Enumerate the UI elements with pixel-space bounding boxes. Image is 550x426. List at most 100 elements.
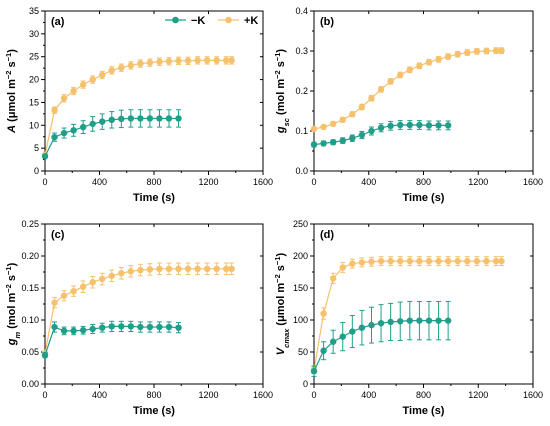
- data-point-minus-k: [175, 324, 182, 331]
- data-point-plus-k: [127, 268, 135, 275]
- y-axis-label: A (μmol m−2 s−1): [4, 49, 19, 134]
- data-point-minus-k: [137, 115, 144, 122]
- x-tick-label: 400: [92, 390, 107, 400]
- data-point-plus-k: [184, 57, 192, 65]
- panel-b: 0 400 800 1200 1600 0.0 0.1 0.2 0.3 0.4 (b) Time (s…: [273, 6, 544, 204]
- series-line-plus-k: [44, 59, 232, 156]
- data-point-plus-k: [492, 47, 500, 54]
- data-point-minus-k: [435, 317, 442, 324]
- data-point-plus-k: [339, 264, 346, 271]
- x-tick-label: 0: [42, 177, 47, 187]
- data-point-plus-k: [406, 66, 414, 74]
- data-point-plus-k: [368, 95, 375, 102]
- x-tick-label: 1200: [198, 177, 218, 187]
- data-point-plus-k: [156, 58, 163, 65]
- data-point-plus-k: [79, 283, 87, 290]
- data-point-minus-k: [99, 118, 106, 125]
- data-point-plus-k: [203, 265, 211, 272]
- data-point-minus-k: [165, 323, 173, 331]
- data-point-plus-k: [89, 279, 96, 286]
- data-point-minus-k: [329, 139, 337, 146]
- y-axis-label: Vcmax (μmol m−2 s−1): [273, 252, 291, 355]
- x-tick-label: 1600: [253, 177, 273, 187]
- data-point-minus-k: [175, 115, 182, 122]
- data-point-plus-k: [165, 58, 173, 65]
- y-tick-label: 0.10: [21, 315, 39, 325]
- x-axis-label: Time (s): [403, 405, 445, 417]
- y-tick-label: 35: [29, 6, 39, 16]
- data-point-minus-k: [320, 140, 327, 147]
- data-point-minus-k: [60, 129, 68, 137]
- data-point-plus-k: [425, 257, 433, 265]
- data-point-minus-k: [339, 333, 346, 340]
- data-point-plus-k: [339, 116, 346, 124]
- data-point-plus-k: [118, 64, 125, 71]
- y-tick-label: 100: [293, 315, 308, 325]
- series-line-plus-k: [44, 268, 232, 354]
- data-point-plus-k: [435, 56, 442, 63]
- x-tick-label: 800: [146, 390, 161, 400]
- y-axis-label: gm (mol m−2 s−1): [4, 262, 22, 346]
- data-point-minus-k: [70, 327, 77, 335]
- x-tick-label: 0: [42, 390, 47, 400]
- data-point-minus-k: [79, 327, 87, 334]
- data-point-plus-k: [358, 259, 366, 266]
- y-tick-label: 0.15: [21, 283, 39, 293]
- data-point-minus-k: [118, 115, 125, 123]
- data-point-minus-k: [425, 122, 433, 129]
- data-point-plus-k: [329, 120, 337, 128]
- data-point-minus-k: [329, 338, 337, 345]
- plot-frame: [313, 10, 534, 172]
- data-point-minus-k: [435, 122, 442, 129]
- plot-frame: [44, 223, 264, 385]
- data-point-minus-k: [358, 324, 366, 331]
- data-point-minus-k: [165, 115, 173, 122]
- data-point-plus-k: [368, 258, 375, 265]
- data-point-minus-k: [406, 317, 414, 324]
- legend-label-minus-k: −K: [191, 15, 205, 27]
- y-tick-label: 0.3: [295, 46, 308, 56]
- y-tick-label: 0.25: [21, 219, 39, 229]
- data-point-plus-k: [175, 57, 182, 65]
- data-point-plus-k: [483, 47, 490, 55]
- data-point-minus-k: [41, 153, 49, 160]
- y-tick-label: 0.4: [295, 6, 308, 16]
- data-point-minus-k: [70, 127, 77, 134]
- y-tick-label: 5: [34, 143, 39, 153]
- x-tick-label: 1600: [523, 177, 543, 187]
- data-point-minus-k: [41, 352, 49, 359]
- legend-marker-plus-k: [225, 16, 232, 24]
- data-point-plus-k: [51, 107, 58, 114]
- data-point-plus-k: [358, 103, 366, 111]
- y-tick-label: 10: [29, 120, 39, 130]
- data-point-plus-k: [416, 62, 423, 69]
- x-tick-label: 1200: [468, 177, 488, 187]
- data-point-minus-k: [137, 323, 144, 331]
- data-point-plus-k: [377, 257, 385, 265]
- series-line-plus-k: [313, 260, 502, 371]
- data-point-plus-k: [473, 257, 481, 265]
- data-point-minus-k: [444, 317, 452, 324]
- data-point-plus-k: [387, 78, 394, 85]
- data-point-plus-k: [329, 275, 337, 282]
- y-tick-label: 30: [29, 29, 39, 39]
- x-tick-label: 800: [416, 177, 431, 187]
- y-tick-label: 0.2: [295, 86, 308, 96]
- data-point-plus-k: [203, 57, 211, 64]
- data-point-plus-k: [79, 81, 87, 88]
- data-point-plus-k: [108, 272, 115, 280]
- data-point-plus-k: [377, 86, 385, 93]
- y-tick-label: 0.0: [295, 166, 308, 176]
- data-point-plus-k: [444, 257, 452, 265]
- x-tick-label: 1200: [198, 390, 218, 400]
- x-tick-label: 400: [361, 177, 376, 187]
- data-point-minus-k: [99, 324, 106, 331]
- data-point-minus-k: [108, 323, 115, 330]
- x-tick-label: 1200: [468, 390, 488, 400]
- y-tick-label: 0: [303, 379, 308, 389]
- x-tick-label: 800: [146, 177, 161, 187]
- data-point-minus-k: [387, 122, 394, 129]
- panel-label-a: (a): [51, 16, 65, 28]
- panel-c: 0 400 800 1200 1600 0.00 0.05 0.10 0.15 0.20 0.25 (…: [4, 219, 274, 417]
